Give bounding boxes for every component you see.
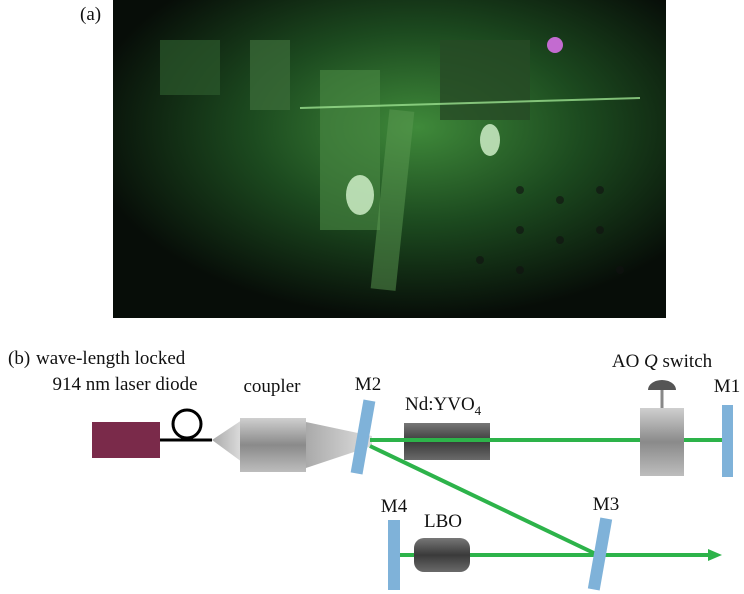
- switch-label: AO Q switch: [612, 351, 713, 372]
- switch-prefix: AO: [612, 351, 644, 372]
- crystal-label: Nd:YVO4: [405, 394, 482, 418]
- mirror-label: M2: [355, 374, 381, 395]
- switch-italic: Q: [644, 351, 658, 372]
- photo: [113, 0, 666, 318]
- mirror-label: M4: [381, 496, 408, 517]
- laser-label: 914 nm laser diode: [52, 374, 197, 395]
- panel-label: (a): [80, 4, 101, 25]
- crystal-text: Nd:YVO: [405, 394, 475, 415]
- crystal-subscript: 4: [475, 403, 482, 418]
- coupler-label: coupler: [244, 376, 302, 397]
- switch-suffix: switch: [658, 351, 713, 372]
- mirror-label: M1: [714, 376, 740, 397]
- panel-label: (b): [8, 348, 30, 369]
- figure: (a) (b) wave-length locked 914 nm laser …: [0, 0, 744, 594]
- lbo-label: LBO: [424, 511, 462, 532]
- laser-label: wave-length locked: [36, 348, 186, 369]
- mirror-label: M3: [593, 494, 619, 515]
